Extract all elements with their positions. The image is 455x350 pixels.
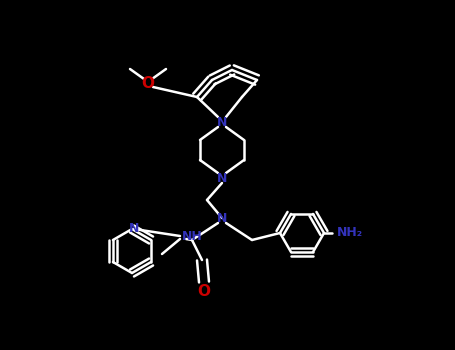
Text: N: N xyxy=(217,172,227,184)
Text: NH: NH xyxy=(182,230,202,243)
Text: N: N xyxy=(217,116,227,128)
Text: O: O xyxy=(142,76,155,91)
Text: N: N xyxy=(217,211,227,224)
Text: O: O xyxy=(197,285,211,300)
Text: N: N xyxy=(129,223,139,236)
Text: NH₂: NH₂ xyxy=(337,226,363,239)
